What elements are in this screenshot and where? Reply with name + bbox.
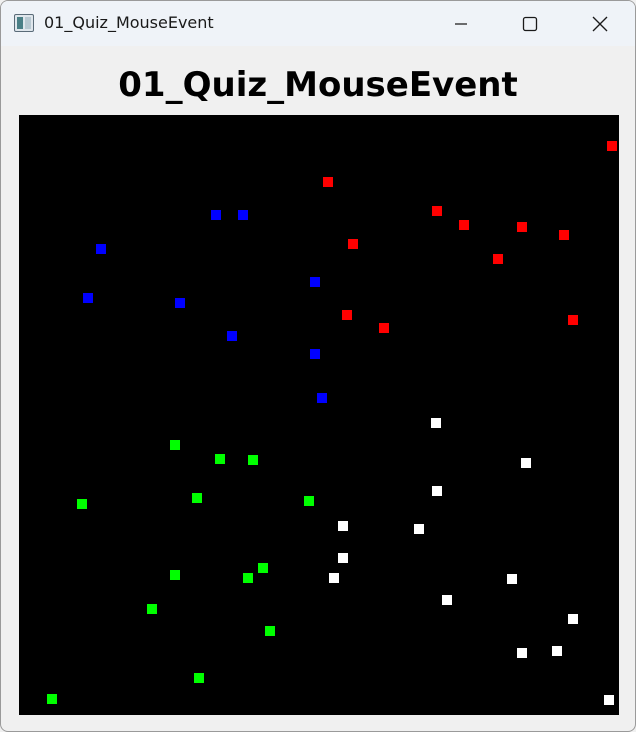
white-dot bbox=[568, 614, 578, 624]
green-dot bbox=[170, 570, 180, 580]
green-dot bbox=[77, 499, 87, 509]
blue-dot bbox=[227, 331, 237, 341]
window-title: 01_Quiz_MouseEvent bbox=[44, 13, 214, 32]
blue-dot bbox=[175, 298, 185, 308]
red-dot bbox=[459, 220, 469, 230]
red-dot bbox=[323, 177, 333, 187]
white-dot bbox=[517, 648, 527, 658]
white-dot bbox=[338, 553, 348, 563]
app-window-icon bbox=[14, 14, 34, 32]
white-dot bbox=[414, 524, 424, 534]
red-dot bbox=[432, 206, 442, 216]
green-dot bbox=[265, 626, 275, 636]
blue-dot bbox=[83, 293, 93, 303]
white-dot bbox=[432, 486, 442, 496]
maximize-icon bbox=[522, 16, 538, 31]
minimize-button[interactable] bbox=[428, 1, 494, 46]
blue-dot bbox=[211, 210, 221, 220]
white-dot bbox=[431, 418, 441, 428]
blue-dot bbox=[310, 349, 320, 359]
white-dot bbox=[521, 458, 531, 468]
red-dot bbox=[379, 323, 389, 333]
blue-dot bbox=[317, 393, 327, 403]
red-dot bbox=[348, 239, 358, 249]
white-dot bbox=[604, 695, 614, 705]
red-dot bbox=[493, 254, 503, 264]
green-dot bbox=[215, 454, 225, 464]
green-dot bbox=[194, 673, 204, 683]
page-heading: 01_Quiz_MouseEvent bbox=[118, 65, 518, 105]
white-dot bbox=[338, 521, 348, 531]
green-dot bbox=[147, 604, 157, 614]
green-dot bbox=[47, 694, 57, 704]
blue-dot bbox=[238, 210, 248, 220]
white-dot bbox=[507, 574, 517, 584]
red-dot bbox=[607, 141, 617, 151]
green-dot bbox=[258, 563, 268, 573]
title-bar[interactable]: 01_Quiz_MouseEvent bbox=[1, 1, 635, 46]
close-icon bbox=[592, 16, 608, 31]
white-dot bbox=[552, 646, 562, 656]
red-dot bbox=[342, 310, 352, 320]
red-dot bbox=[568, 315, 578, 325]
minimize-icon bbox=[455, 22, 467, 25]
green-dot bbox=[192, 493, 202, 503]
blue-dot bbox=[96, 244, 106, 254]
white-dot bbox=[329, 573, 339, 583]
green-dot bbox=[170, 440, 180, 450]
red-dot bbox=[559, 230, 569, 240]
blue-dot bbox=[310, 277, 320, 287]
green-dot bbox=[304, 496, 314, 506]
close-button[interactable] bbox=[567, 1, 633, 46]
drawing-canvas[interactable] bbox=[19, 115, 619, 715]
maximize-button[interactable] bbox=[497, 1, 563, 46]
white-dot bbox=[442, 595, 452, 605]
green-dot bbox=[248, 455, 258, 465]
red-dot bbox=[517, 222, 527, 232]
green-dot bbox=[243, 573, 253, 583]
